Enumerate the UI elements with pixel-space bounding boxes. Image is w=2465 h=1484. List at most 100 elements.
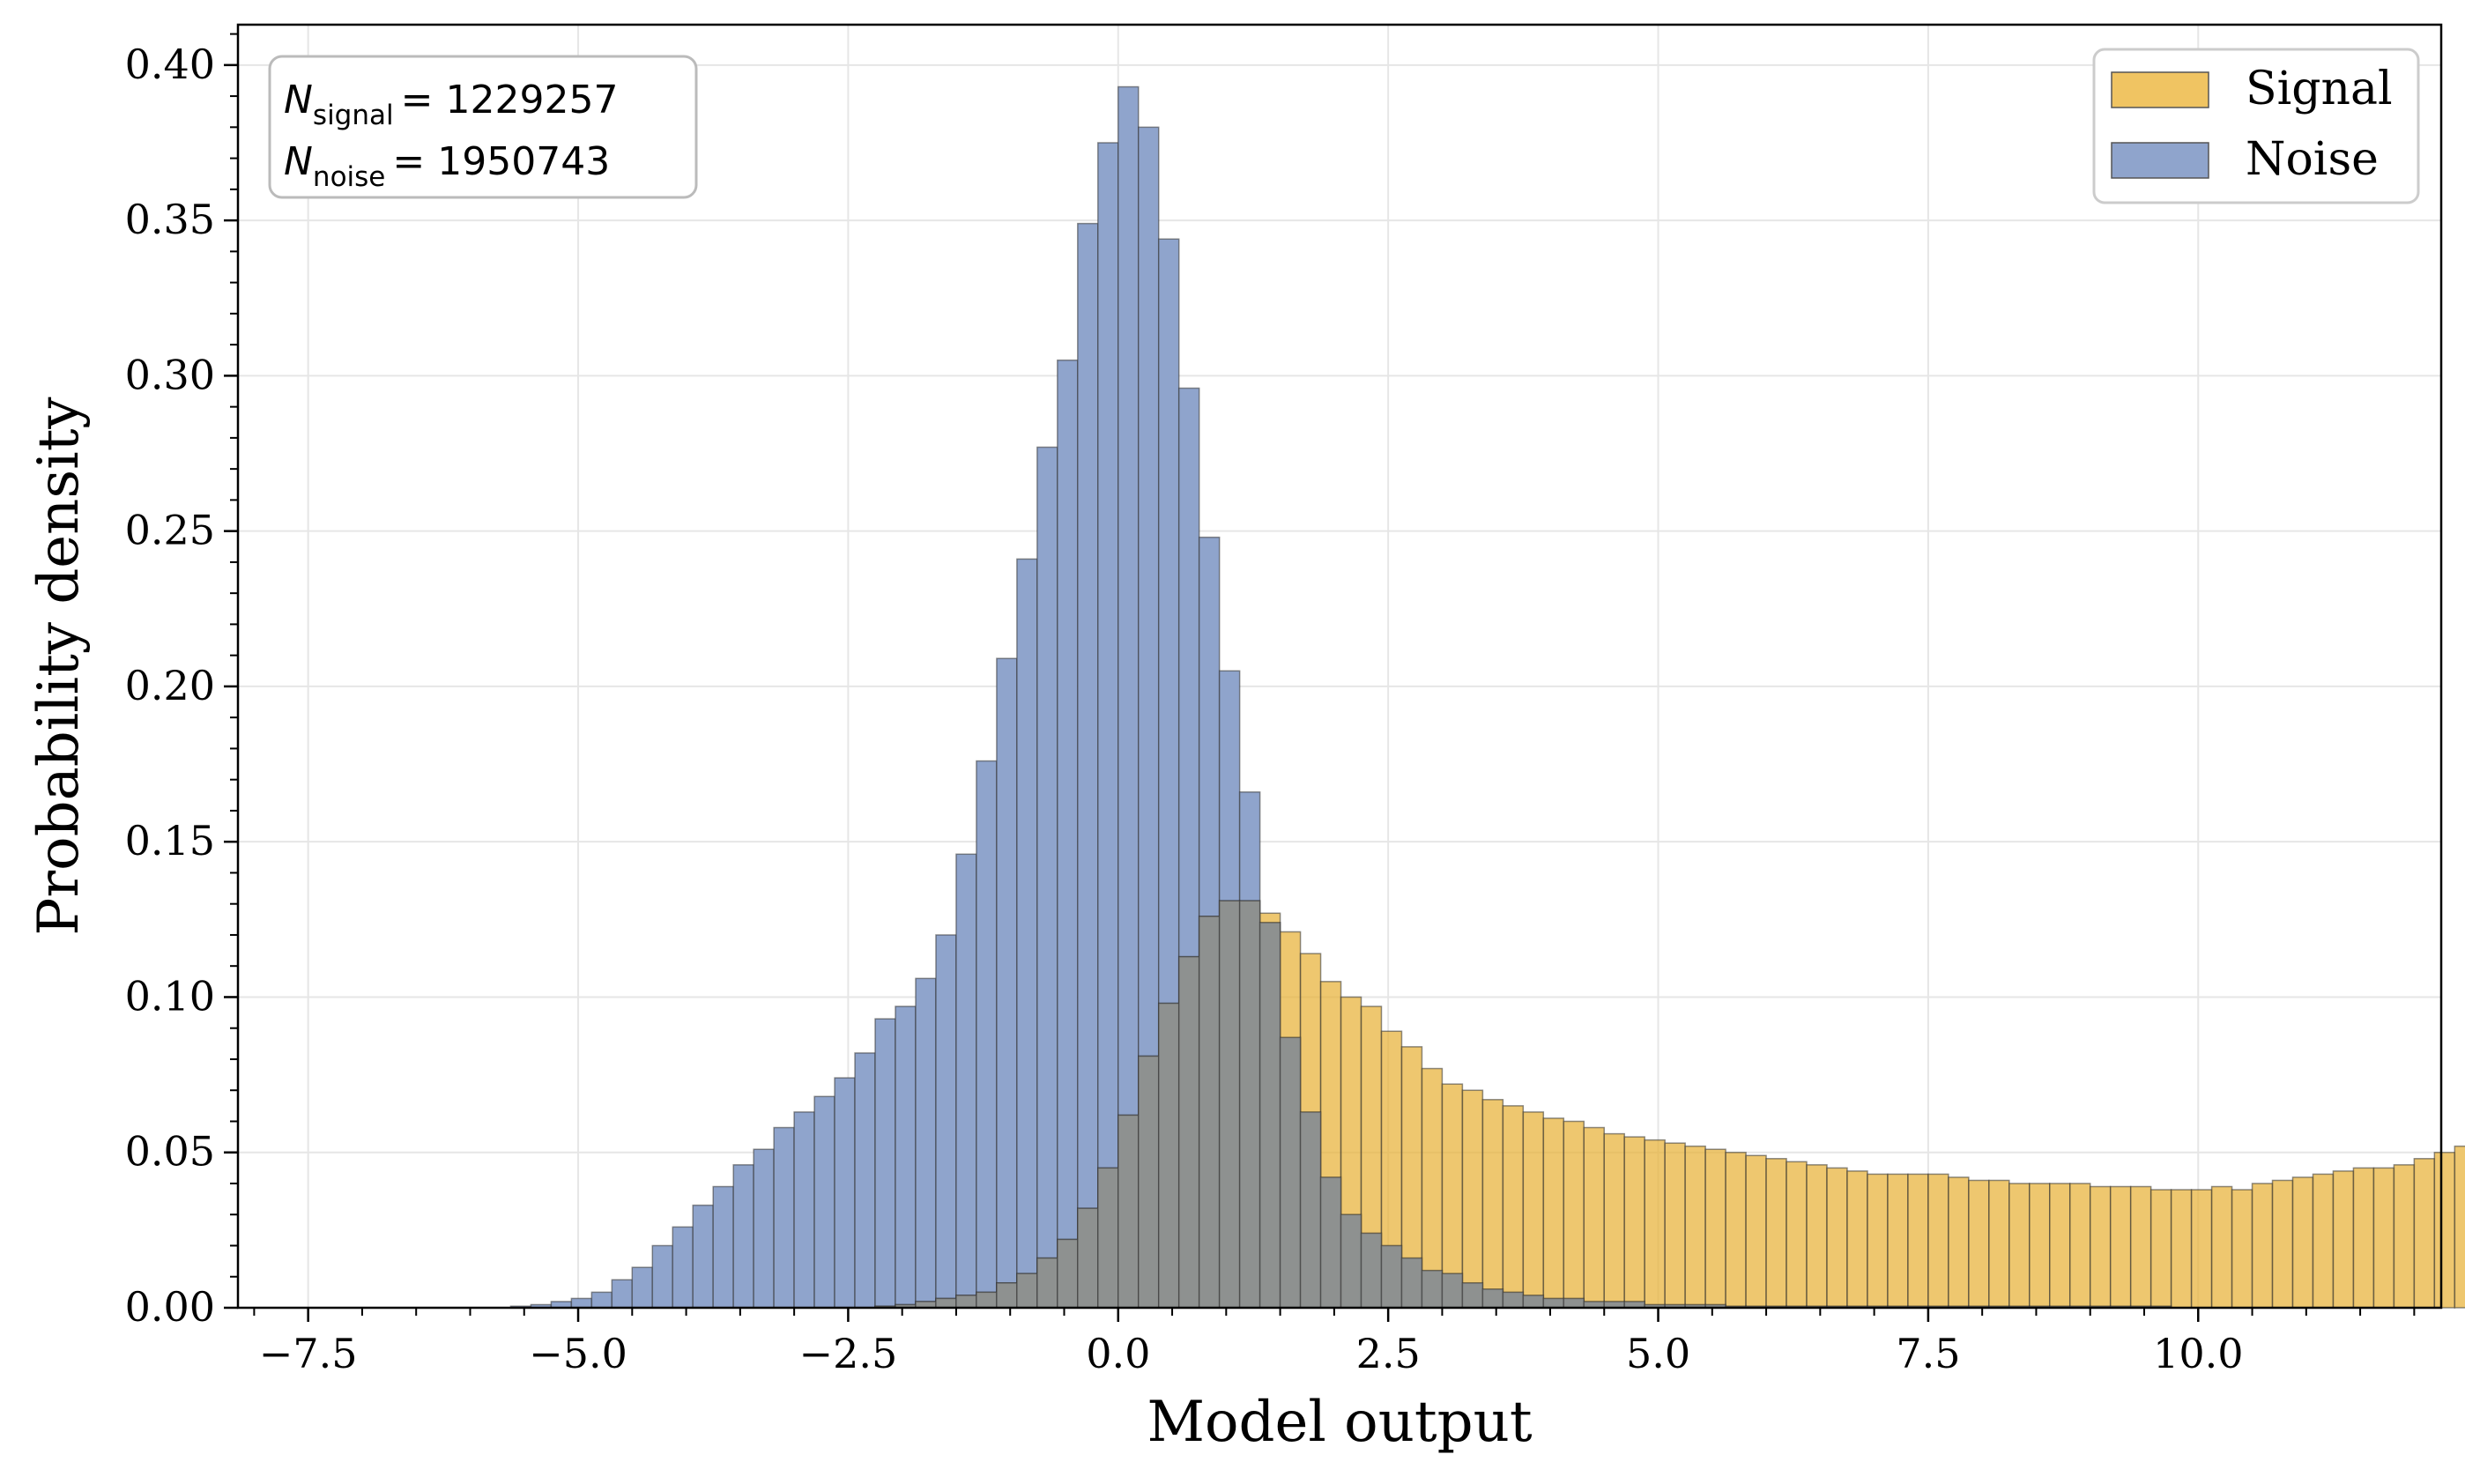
signal-bar [1522,1111,1545,1309]
noise-bar [996,657,1018,1309]
noise-count-value: = 1950743 [392,139,610,184]
y-axis-label: Probability density [26,397,92,935]
noise-bar [753,1148,775,1309]
signal-count-value: = 1229257 [401,78,619,122]
x-axis-label: Model output [1147,1390,1532,1455]
overlap-bar [1036,1257,1058,1309]
x-tick-label: 5.0 [1626,1330,1690,1377]
noise-bar [1077,222,1099,1309]
overlap-bar [955,1295,977,1309]
signal-bar [1887,1173,1909,1309]
signal-bar [2291,1176,2314,1309]
legend-swatch-signal [2111,71,2209,108]
signal-bar [2352,1167,2375,1309]
y-tick-label: 0.15 [125,817,215,864]
noise-bar [834,1077,856,1309]
noise-count-symbol: N [284,139,313,184]
signal-bar [2068,1183,2091,1309]
signal-bar [2413,1158,2436,1309]
overlap-bar [1016,1273,1038,1309]
signal-bar [1684,1145,1706,1309]
overlap-bar [1421,1269,1444,1309]
noise-bar [732,1164,754,1309]
overlap-bar [1542,1297,1565,1309]
overlap-bar [935,1297,957,1309]
signal-bar [2190,1189,2213,1309]
overlap-bar [1138,1055,1160,1309]
signal-bar [1968,1179,1990,1309]
noise-bar [935,934,957,1309]
signal-bar [1623,1136,1645,1309]
signal-bar [2029,1183,2051,1309]
overlap-bar [1077,1207,1099,1309]
noise-bar [813,1095,835,1309]
overlap-bar [1299,1111,1322,1309]
noise-bar [692,1204,714,1309]
noise-bar [854,1052,876,1309]
signal-bar [1867,1173,1889,1309]
signal-bar [2170,1189,2193,1309]
noise-bar [915,977,937,1309]
noise-bar [793,1111,815,1309]
signal-bar [1907,1173,1929,1309]
noise-bar [895,1005,917,1309]
signal-bar [2372,1167,2395,1309]
y-axis-ticks: 0.00 0.05 0.10 0.15 0.20 0.25 0.30 0.35 0.40 [125,33,238,1331]
signal-bar [1786,1161,1808,1309]
x-tick-label: 2.5 [1356,1330,1421,1377]
overlap-bar [1481,1288,1504,1309]
x-tick-label: −2.5 [799,1330,898,1377]
signal-bar [2433,1151,2456,1309]
signal-bar [2454,1145,2465,1309]
overlap-bar [1360,1232,1383,1309]
noise-bar [955,853,977,1309]
y-tick-label: 0.05 [125,1128,215,1176]
overlap-bar [1502,1291,1525,1309]
noise-bar [1057,359,1079,1309]
legend-label-noise: Noise [2246,133,2379,186]
x-tick-label: −5.0 [529,1330,627,1377]
overlap-bar [1117,1114,1140,1309]
overlap-bar [1238,900,1261,1309]
x-tick-label: 10.0 [2153,1330,2243,1377]
signal-bar [1826,1167,1848,1309]
noise-count-text: Nnoise = 1950743 [284,139,610,193]
legend-swatch-noise [2111,142,2209,179]
legend-label-signal: Signal [2246,63,2393,115]
signal-count-subscript: signal [313,100,394,131]
signal-bar [1603,1132,1625,1309]
signal-bar [2008,1183,2031,1309]
y-tick-label: 0.30 [125,351,215,398]
signal-bar [2089,1185,2112,1309]
noise-bar [672,1226,694,1309]
overlap-bar [976,1291,998,1309]
signal-bar [1927,1173,1949,1309]
overlap-bar [1380,1244,1403,1309]
x-tick-label: −7.5 [259,1330,358,1377]
signal-count-text: Nsignal = 1229257 [284,78,618,131]
signal-bar [1542,1117,1565,1309]
signal-bar [1765,1158,1787,1309]
signal-bar [1563,1120,1585,1309]
y-tick-label: 0.20 [125,662,215,709]
signal-bar [1806,1164,1828,1309]
overlap-bar [1198,916,1221,1309]
signal-bar [2109,1185,2132,1309]
legend: Signal Noise [2092,48,2420,204]
overlap-bar [1400,1257,1423,1309]
noise-bar [773,1126,795,1309]
overlap-bar [996,1282,1018,1309]
overlap-bar [1340,1213,1362,1309]
signal-bar [2393,1164,2416,1309]
signal-bar [1988,1179,2010,1309]
y-tick-label: 0.40 [125,41,215,88]
plot-frame [236,23,2443,1310]
noise-bar [611,1279,634,1309]
y-tick-label: 0.10 [125,972,215,1020]
signal-bar [1461,1089,1484,1309]
signal-bar [2149,1189,2172,1309]
signal-bar [1644,1139,1666,1309]
signal-bar [1745,1154,1767,1309]
signal-bar [2231,1189,2253,1309]
